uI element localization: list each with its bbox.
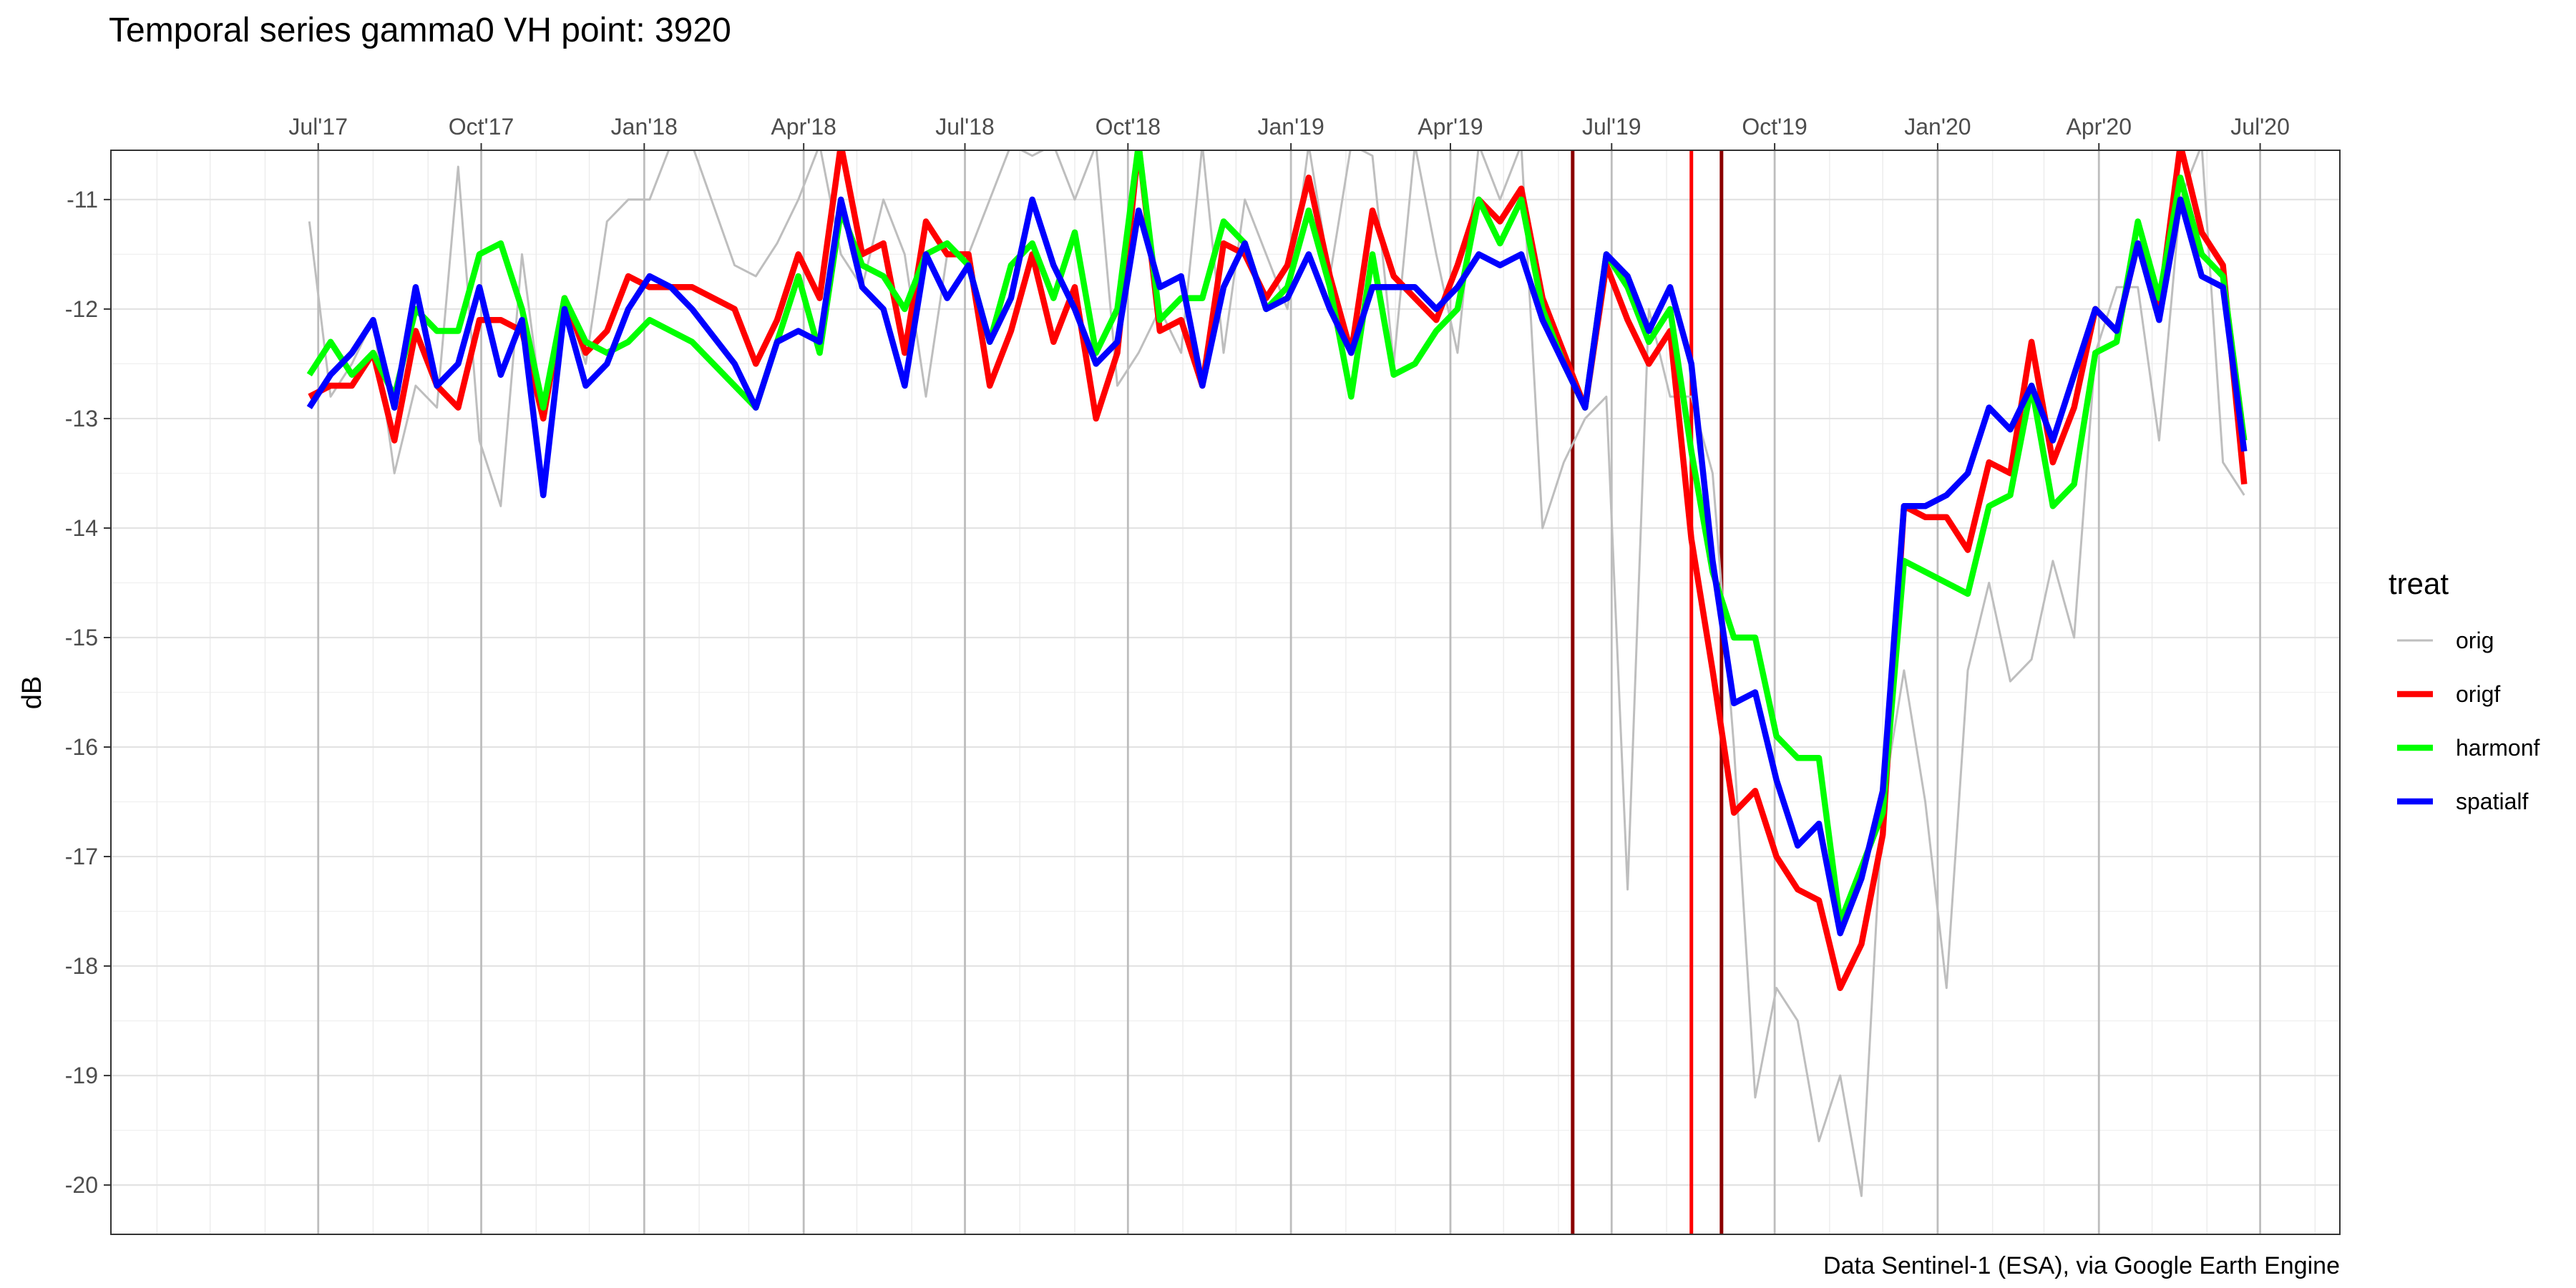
x-tick-label: Jan'19 — [1257, 114, 1324, 140]
legend-label-orig: orig — [2456, 628, 2494, 653]
x-tick-label: Apr'19 — [1418, 114, 1483, 140]
x-tick-label: Oct'17 — [449, 114, 514, 140]
y-tick-label: -15 — [65, 625, 98, 650]
series-line-origf — [308, 150, 2248, 991]
legend-label-origf: origf — [2456, 681, 2500, 707]
y-axis: -11 -12 -13 -14 -15 -16 -17 -18 -19 -20 — [65, 187, 111, 1198]
legend: treat orig origf harmonf spatialf — [2389, 567, 2540, 814]
y-tick-label: -12 — [65, 296, 98, 322]
series-lines — [306, 150, 2248, 1197]
x-tick-label: Jul'18 — [935, 114, 995, 140]
y-tick-label: -19 — [65, 1063, 98, 1088]
series-line-spatialf — [306, 196, 2248, 937]
series-line-orig — [308, 150, 2245, 1197]
x-tick-label: Oct'19 — [1742, 114, 1807, 140]
y-tick-label: -14 — [65, 515, 98, 541]
y-tick-label: -13 — [65, 406, 98, 431]
y-tick-label: -16 — [65, 734, 98, 760]
chart-caption: Data Sentinel-1 (ESA), via Google Earth … — [1823, 1252, 2340, 1279]
x-tick-label: Oct'18 — [1096, 114, 1161, 140]
x-tick-label: Jan'18 — [611, 114, 678, 140]
x-axis-top: Jul'17 Oct'17 Jan'18 Apr'18 Jul'18 Oct'18 Jan'… — [288, 114, 2290, 150]
y-axis-title: dB — [17, 676, 47, 709]
event-vertical-lines — [1571, 150, 1724, 1234]
x-tick-label: Apr'18 — [771, 114, 836, 140]
series-line-harmonf — [306, 150, 2248, 926]
y-tick-label: -11 — [67, 187, 98, 213]
x-tick-label: Apr'20 — [2066, 114, 2132, 140]
x-tick-label: Jul'17 — [288, 114, 348, 140]
y-tick-label: -20 — [65, 1172, 98, 1198]
legend-label-spatialf: spatialf — [2456, 789, 2529, 814]
plot-panel-border — [110, 150, 2341, 1235]
x-tick-label: Jan'20 — [1904, 114, 1971, 140]
legend-label-harmonf: harmonf — [2456, 735, 2540, 761]
y-tick-label: -17 — [65, 844, 98, 869]
legend-title: treat — [2389, 567, 2449, 600]
x-tick-label: Jul'19 — [1582, 114, 1641, 140]
x-tick-label: Jul'20 — [2230, 114, 2290, 140]
chart-title: Temporal series gamma0 VH point: 3920 — [109, 11, 731, 49]
y-tick-label: -18 — [65, 953, 98, 979]
minor-gridlines — [111, 150, 2340, 1234]
